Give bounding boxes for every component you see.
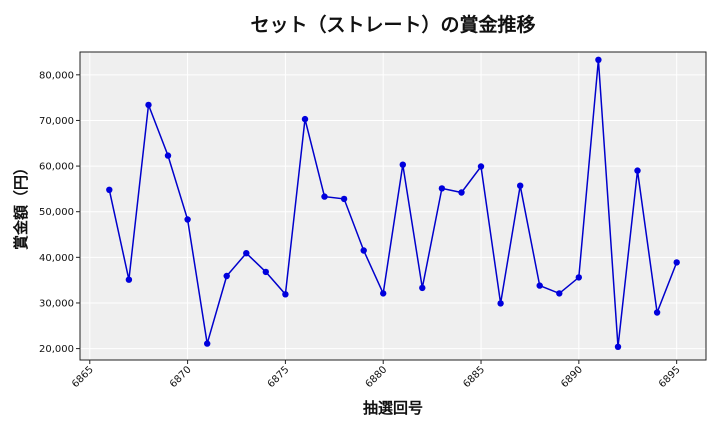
data-point: [164, 152, 172, 159]
data-point: [477, 163, 485, 170]
series-line: [108, 59, 678, 347]
x-tick-label: 6880: [364, 364, 390, 390]
data-point: [184, 216, 191, 223]
x-tick-label: 6870: [168, 364, 194, 390]
data-point: [614, 343, 622, 350]
data-point: [106, 186, 113, 193]
y-tick-label: 50,000: [39, 207, 74, 218]
data-point: [556, 290, 563, 297]
grid-lines: [80, 52, 706, 360]
x-tick-label: 6885: [461, 364, 487, 390]
chart-title: セット（ストレート）の賞金推移: [250, 13, 535, 36]
data-point: [673, 259, 680, 266]
y-tick-label: 80,000: [39, 70, 74, 81]
data-point: [340, 195, 348, 203]
data-point: [282, 291, 289, 298]
data-point: [419, 284, 426, 292]
data-point: [595, 56, 602, 63]
data-point: [438, 185, 446, 192]
data-point: [634, 167, 641, 174]
data-point: [380, 290, 387, 297]
data-point: [321, 193, 328, 200]
y-tick-label: 20,000: [39, 344, 74, 355]
data-point: [262, 268, 269, 276]
data-point: [399, 161, 406, 168]
y-axis-label: 賞金額（円）: [12, 160, 30, 250]
series-markers: [106, 56, 680, 350]
data-point: [536, 282, 543, 289]
plot-frame: [79, 51, 707, 361]
x-axis-label: 抽選回号: [363, 399, 423, 417]
y-tick-label: 40,000: [39, 253, 74, 264]
x-tick-label: 6895: [657, 364, 683, 390]
data-point: [653, 309, 661, 316]
y-tick-label: 70,000: [39, 116, 74, 127]
data-point: [145, 101, 152, 109]
data-point: [125, 276, 133, 283]
y-axis-ticks: 20,000 30,000 40,000 50,000 60,000 70,000 80,0…: [39, 70, 80, 355]
x-axis-ticks: 6865 6870 6875 6880 6885 6890 6895: [70, 360, 683, 390]
x-tick-label: 6890: [559, 364, 585, 390]
data-point: [223, 272, 230, 280]
data-point: [497, 300, 504, 307]
data-point: [575, 274, 582, 281]
data-point: [301, 115, 309, 123]
y-tick-label: 30,000: [39, 298, 74, 309]
x-tick-label: 6875: [266, 364, 292, 390]
data-point: [360, 247, 367, 254]
x-tick-label: 6865: [70, 364, 96, 390]
data-point: [204, 340, 211, 347]
plot-area: [80, 52, 706, 360]
y-tick-label: 60,000: [39, 162, 74, 173]
data-point: [517, 182, 524, 189]
data-point: [458, 189, 465, 196]
data-point: [243, 250, 250, 257]
